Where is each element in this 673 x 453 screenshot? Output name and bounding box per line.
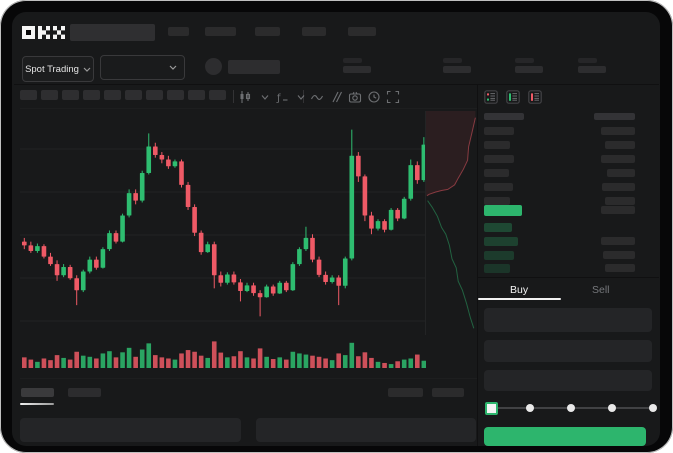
bid-amount-bar[interactable] [605,264,635,272]
bottom-tab-2[interactable] [68,388,101,397]
interval-button-7[interactable] [146,90,163,100]
candles-icon[interactable] [238,90,252,104]
stat-label-1 [343,58,362,63]
ask-price-bar[interactable] [484,183,513,191]
chevron-down-icon [83,67,91,72]
orderbook-divider [478,277,659,278]
bottom-panel-1 [20,418,241,442]
order-input-3[interactable] [484,370,652,391]
bottom-active-tab-indicator [20,403,54,405]
stat-value-2 [443,66,471,73]
interval-button-1[interactable] [20,90,37,100]
ask-price-bar[interactable] [484,127,514,135]
coin-avatar [205,58,222,75]
bid-price-bar[interactable] [484,237,518,246]
stat-label-4 [578,58,597,63]
market-type-dropdown[interactable]: Spot Trading [22,56,94,82]
stat-value-1 [343,66,371,73]
fullscreen-icon[interactable] [386,90,400,104]
bid-price-bar[interactable] [484,264,510,273]
market-type-label: Spot Trading [25,63,79,75]
indicators-icon[interactable]: ƒ [275,90,289,104]
last-price-amount-bar [601,206,635,214]
interval-button-8[interactable] [167,90,184,100]
bottom-action-1[interactable] [388,388,423,397]
slider-handle[interactable] [485,402,498,415]
svg-text:ƒ: ƒ [276,93,281,104]
book-bids-view-icon[interactable] [506,90,520,104]
history-icon[interactable] [367,90,381,104]
bid-price-bar[interactable] [484,223,512,232]
header-divider [14,84,659,85]
candlestick-chart[interactable] [20,111,426,335]
nav-item-5[interactable] [348,27,376,36]
ask-amount-bar[interactable] [607,169,635,177]
logo-adjacent-placeholder [70,24,155,41]
interval-button-6[interactable] [125,90,142,100]
amount-column-header [594,113,635,120]
pair-name-placeholder [228,60,280,74]
ask-amount-bar[interactable] [601,127,635,135]
ask-amount-bar[interactable] [605,141,635,149]
toolbar-divider [20,108,477,109]
panel-divider [477,84,478,446]
nav-item-4[interactable] [302,27,326,36]
bottom-tab-1[interactable] [21,388,54,397]
order-input-1[interactable] [484,308,652,332]
interval-button-5[interactable] [104,90,121,100]
nav-item-3[interactable] [255,27,280,36]
ask-amount-bar[interactable] [605,197,635,205]
stat-label-2 [443,58,462,63]
okx-logo-icon[interactable] [22,24,66,41]
bid-amount-bar[interactable] [601,237,635,245]
interval-button-4[interactable] [83,90,100,100]
interval-button-10[interactable] [209,90,226,100]
ask-amount-bar[interactable] [601,155,635,163]
book-asks-view-icon[interactable] [528,90,542,104]
slider-stop-100pct[interactable] [649,404,657,412]
price-column-header [484,113,524,120]
chevron-down-icon[interactable] [294,90,308,104]
ask-price-bar[interactable] [484,169,509,177]
compare-icon[interactable] [329,90,343,104]
trendline-icon[interactable] [310,90,324,104]
ask-price-bar[interactable] [484,197,510,205]
slider-stop-75pct[interactable] [608,404,616,412]
stat-value-3 [515,66,543,73]
ask-price-bar[interactable] [484,141,510,149]
interval-button-2[interactable] [41,90,58,100]
slider-stop-50pct[interactable] [567,404,575,412]
buy-submit-button[interactable] [484,427,646,446]
bid-amount-bar[interactable] [603,251,635,259]
bottom-divider [20,378,477,379]
stat-label-3 [515,58,534,63]
tab-sell[interactable]: Sell [592,284,610,296]
interval-button-3[interactable] [62,90,79,100]
depth-sidebar-chart [425,111,476,335]
toolbar-separator [233,90,234,103]
last-price-badge[interactable] [484,205,522,216]
camera-icon[interactable] [348,90,362,104]
nav-item-1[interactable] [168,27,189,36]
pair-selector-dropdown[interactable] [100,55,185,80]
order-input-2[interactable] [484,340,652,362]
interval-button-9[interactable] [188,90,205,100]
bottom-action-2[interactable] [432,388,464,397]
bid-price-bar[interactable] [484,251,514,260]
ask-amount-bar[interactable] [602,183,635,191]
slider-stop-25pct[interactable] [526,404,534,412]
chevron-down-icon [169,65,177,70]
ask-price-bar[interactable] [484,155,514,163]
tab-buy[interactable]: Buy [510,284,529,296]
active-tab-indicator [478,298,561,300]
volume-chart[interactable] [20,338,426,368]
book-combined-view-icon[interactable] [484,90,498,104]
chevron-down-icon[interactable] [258,90,272,104]
bottom-panel-2 [256,418,476,442]
nav-item-2[interactable] [205,27,236,36]
stat-value-4 [578,66,606,73]
